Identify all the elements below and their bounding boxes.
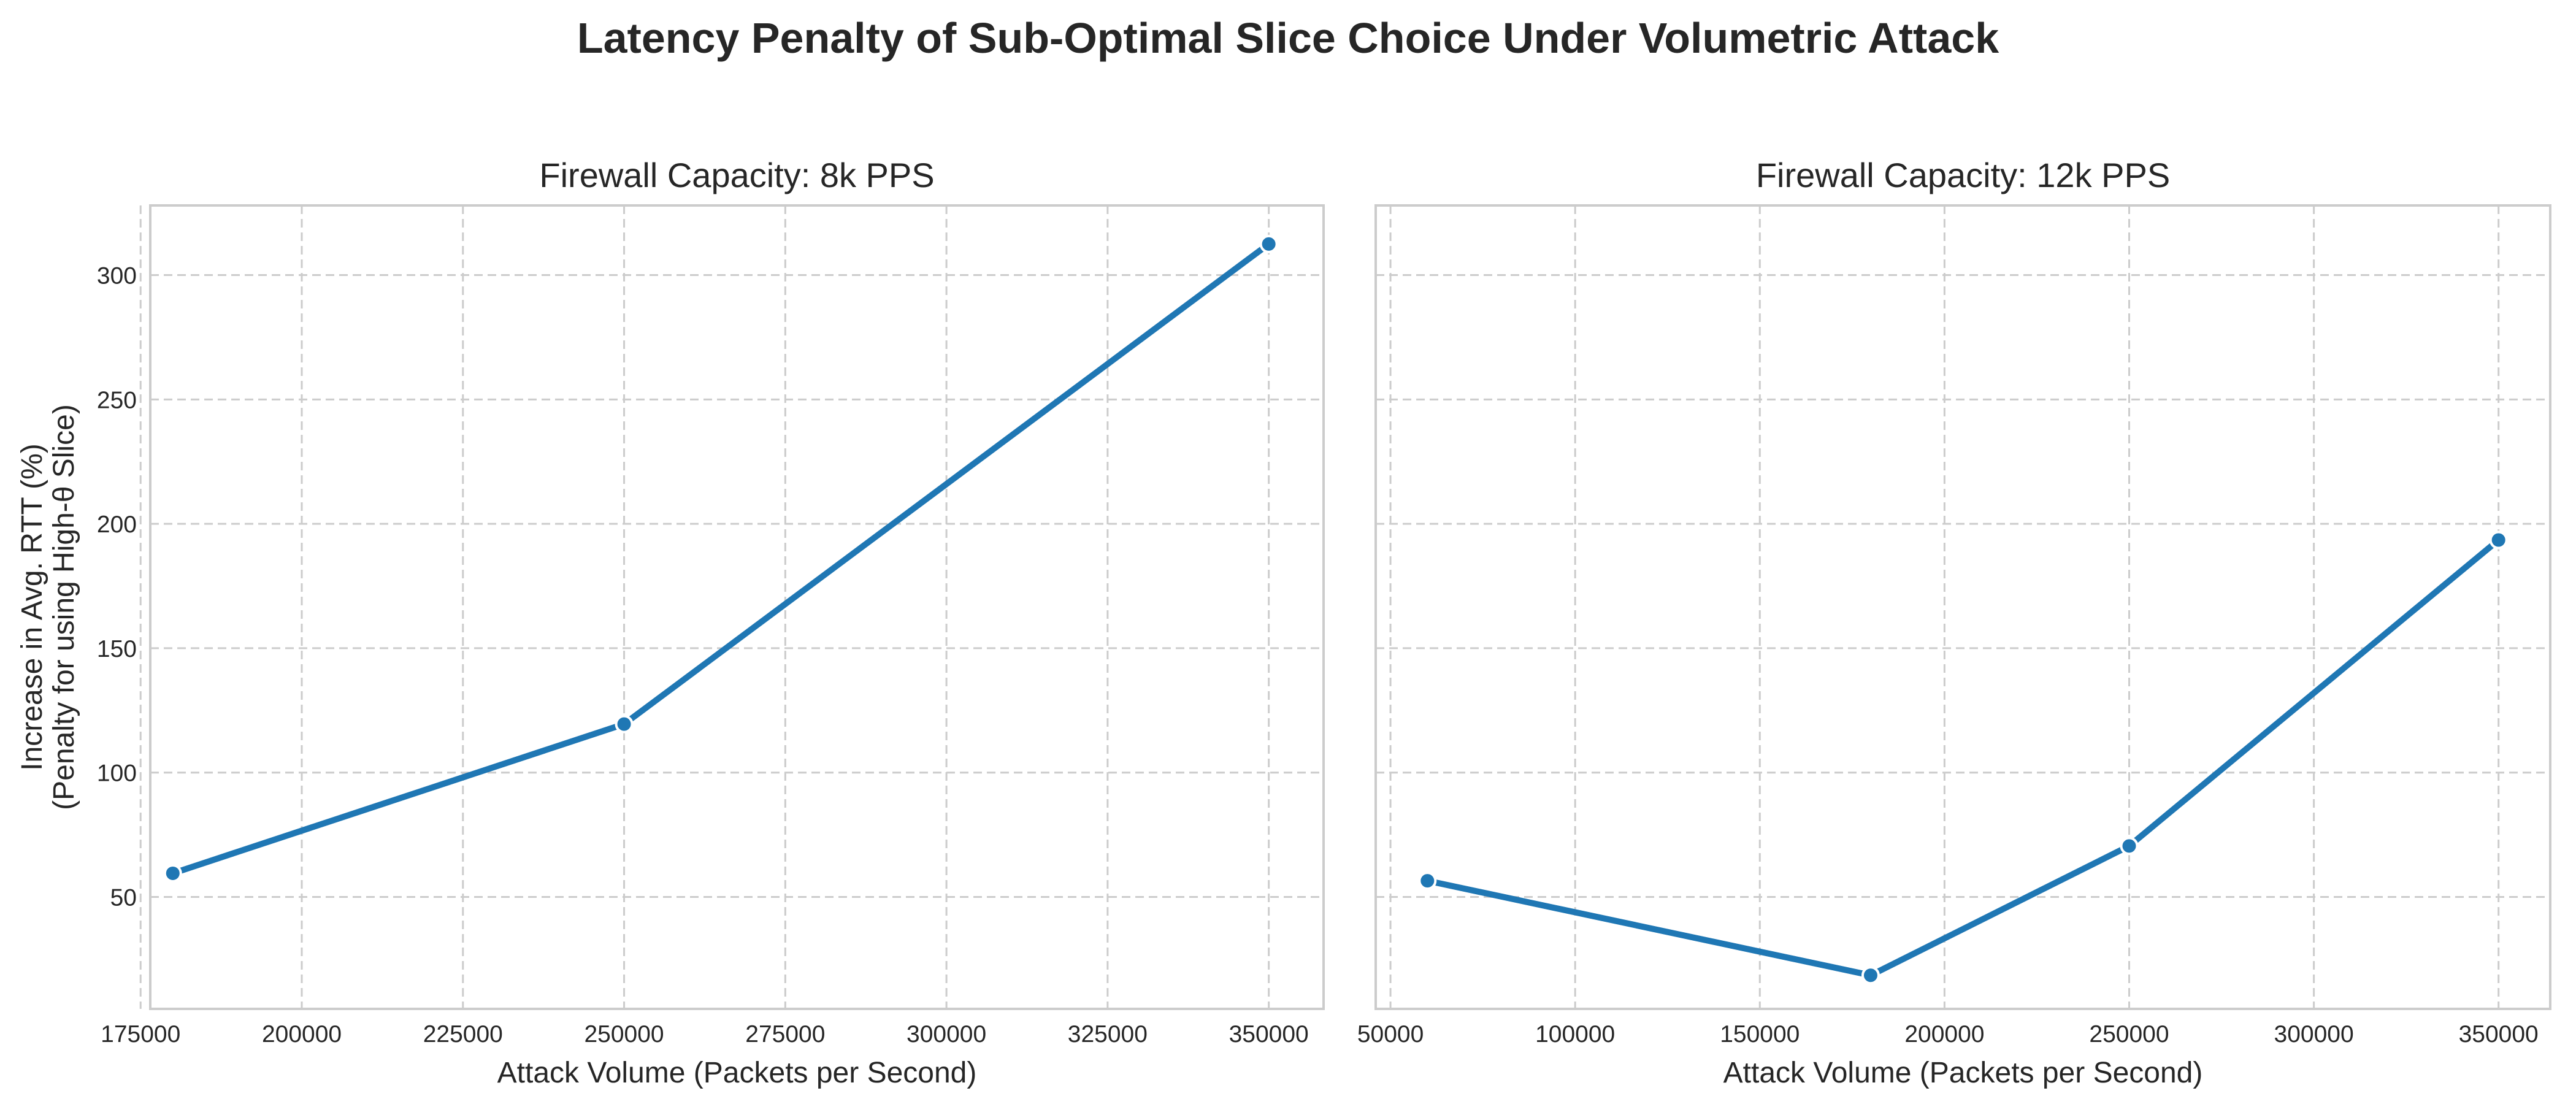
axes-frame	[1374, 204, 2551, 1010]
series-line	[169, 240, 1272, 876]
y-axis-label: Increase in Avg. RTT (%)	[16, 443, 48, 771]
subplot-title: Firewall Capacity: 8k PPS	[539, 156, 934, 194]
x-tick-label: 250000	[584, 1021, 664, 1048]
x-tick-label: 250000	[2089, 1021, 2169, 1048]
subplot-2: 50000 100000 150000 200000 250000 300000 35000…	[1357, 156, 2551, 1089]
x-tick-label: 200000	[1904, 1021, 1984, 1048]
y-tick-label: 100	[97, 760, 137, 787]
y-tick-label: 200	[97, 511, 137, 538]
data-point	[1259, 234, 1278, 253]
y-axis-label: (Penalty for using High-θ Slice)	[48, 404, 80, 810]
data-point	[1418, 871, 1437, 891]
x-tick-label: 150000	[1720, 1021, 1800, 1048]
x-tick-label: 50000	[1357, 1021, 1424, 1048]
data-point	[615, 714, 634, 734]
x-tick-label: 175000	[101, 1021, 180, 1048]
x-tick-label: 300000	[2274, 1021, 2354, 1048]
figure-title: Latency Penalty of Sub-Optimal Slice Cho…	[577, 14, 1999, 62]
x-tick-label: 100000	[1535, 1021, 1615, 1048]
data-point	[2120, 837, 2139, 856]
y-tick-label: 250	[97, 387, 137, 413]
subplots: 175000 200000 225000 250000 275000 300000 3250…	[16, 156, 2551, 1089]
y-tick-label: 150	[97, 636, 137, 662]
y-tick-label: 50	[110, 884, 137, 911]
x-tick-label: 275000	[745, 1021, 825, 1048]
data-point	[163, 864, 182, 883]
x-axis-label: Attack Volume (Packets per Second)	[1723, 1057, 2203, 1089]
subplot-1: 175000 200000 225000 250000 275000 300000 3250…	[16, 156, 1325, 1089]
series-line	[1424, 537, 2502, 979]
x-tick-label: 350000	[1229, 1021, 1309, 1048]
x-tick-label: 225000	[423, 1021, 503, 1048]
data-point	[2489, 531, 2508, 550]
subplot-title: Firewall Capacity: 12k PPS	[1756, 156, 2170, 194]
x-tick-label: 200000	[262, 1021, 342, 1048]
x-axis-label: Attack Volume (Packets per Second)	[497, 1057, 977, 1089]
data-point	[1861, 966, 1880, 985]
x-tick-label: 300000	[907, 1021, 986, 1048]
x-tick-label: 350000	[2459, 1021, 2539, 1048]
x-tick-label: 325000	[1068, 1021, 1148, 1048]
axes-frame	[149, 204, 1325, 1010]
y-tick-label: 300	[97, 263, 137, 289]
